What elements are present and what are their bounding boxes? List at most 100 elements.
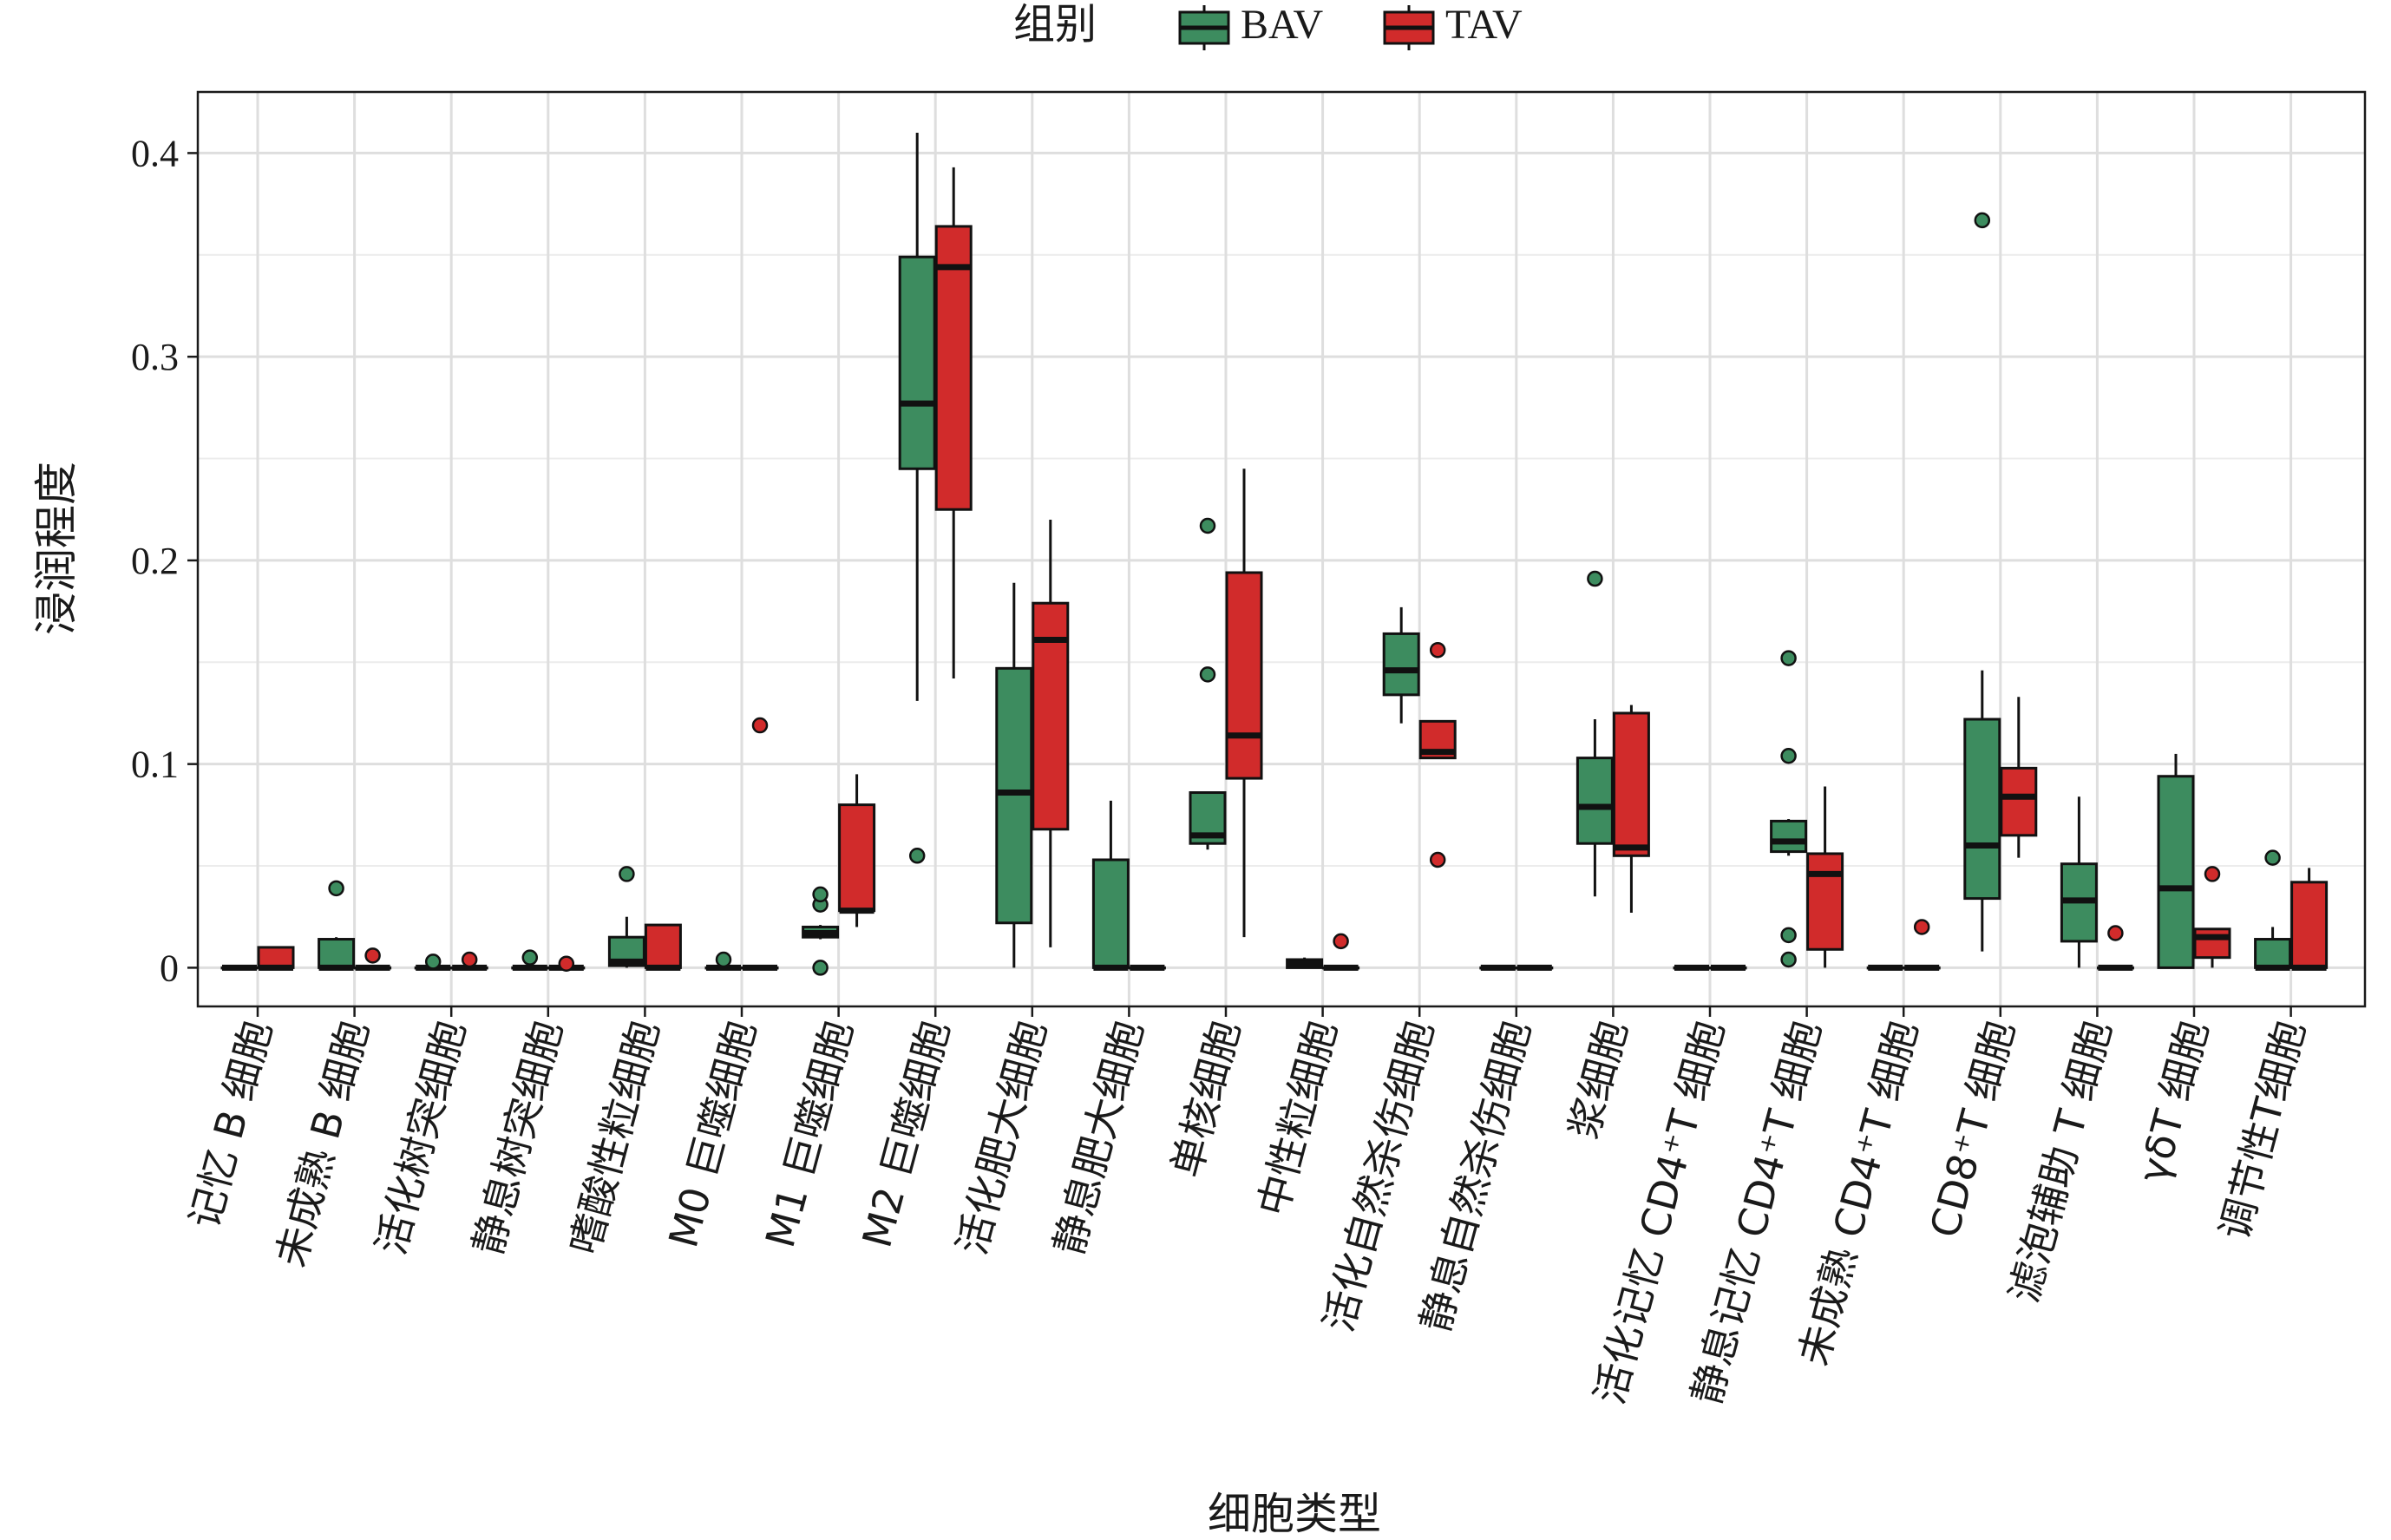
outlier-point <box>461 951 478 968</box>
outlier-point <box>328 880 344 897</box>
x-tick-label: 嗜酸性粒细胞 <box>560 1016 668 1260</box>
grid-layer <box>198 92 2365 1006</box>
box-bav <box>704 951 743 971</box>
box-body <box>2290 881 2329 969</box>
outlier-point <box>1974 212 1991 229</box>
box-tav <box>934 167 973 679</box>
box-bav <box>1673 964 1711 971</box>
outlier-point <box>1780 927 1797 944</box>
x-tick-label: γδT 细胞 <box>2129 1016 2217 1188</box>
outlier-point <box>751 717 769 734</box>
box-tav <box>1612 704 1650 914</box>
plot-panel <box>198 92 2365 1006</box>
y-axis-title: 浸润程度 <box>31 462 82 635</box>
box-body <box>1612 711 1650 857</box>
box-body <box>1225 571 1263 780</box>
x-tick-label: 浆细胞 <box>1560 1016 1636 1144</box>
x-tick-label: 调节性T细胞 <box>2211 1016 2314 1244</box>
outlier-point <box>1780 951 1797 968</box>
box-bav <box>414 953 452 971</box>
x-tick-label: 未成熟 B 细胞 <box>267 1016 377 1272</box>
box-tav <box>1322 933 1360 971</box>
outlier-point <box>1780 650 1797 666</box>
box-body <box>838 803 876 913</box>
legend-label: BAV <box>1241 2 1323 48</box>
box-body <box>1575 757 1614 845</box>
box-body <box>898 255 936 470</box>
outlier-point <box>2264 849 2281 866</box>
outlier-point <box>812 960 829 976</box>
box-body <box>1963 718 2001 901</box>
box-bav <box>2157 753 2195 969</box>
box-bav <box>1866 964 1904 971</box>
box-tav <box>1128 964 1166 971</box>
box-tav <box>354 947 392 971</box>
x-tick-label: 静息肥大细胞 <box>1045 1016 1152 1260</box>
box-bav <box>1770 650 1808 968</box>
outlier-point <box>1333 933 1349 950</box>
box-tav <box>450 951 488 971</box>
box-tav <box>2193 866 2231 968</box>
box-body <box>995 666 1033 925</box>
outlier-point <box>521 949 539 966</box>
box-body <box>2193 927 2231 960</box>
x-tick-label: 记忆 B 细胞 <box>180 1016 281 1233</box>
box-body <box>2000 766 2038 837</box>
box-bav <box>1575 570 1614 897</box>
outlier-point <box>1199 517 1216 534</box>
y-tick-label: 0.3 <box>131 336 179 378</box>
x-tick-label: 单核细胞 <box>1163 1016 1249 1183</box>
box-tav <box>1225 469 1263 938</box>
box-tav <box>1032 519 1070 947</box>
box-tav <box>1418 641 1457 868</box>
outlier-point <box>1780 748 1797 764</box>
box-tav <box>1709 964 1747 971</box>
box-body <box>318 938 356 969</box>
box-tav <box>2000 697 2038 858</box>
box-bav <box>1963 212 2001 952</box>
x-tick-label: M1 巨噬细胞 <box>757 1016 861 1252</box>
box-body <box>1382 632 1420 697</box>
box-bav <box>2254 849 2292 971</box>
y-tick-label: 0 <box>160 947 179 989</box>
legend-title: 组别 <box>1013 0 1097 49</box>
box-bav <box>220 964 259 971</box>
legend-label: TAV <box>1445 2 1523 48</box>
box-bav <box>1286 957 1324 969</box>
box-bav <box>898 132 936 864</box>
box-bav <box>2060 796 2098 968</box>
outlier-point <box>2204 866 2221 882</box>
outlier-point <box>1913 919 1930 935</box>
y-tick-label: 0.2 <box>131 540 179 582</box>
box-tav <box>1903 919 1941 971</box>
box-tav <box>257 946 295 971</box>
x-axis-title: 细胞类型 <box>1208 1489 1381 1539</box>
box-tav <box>1806 786 1844 968</box>
outlier-point <box>1429 641 1446 659</box>
x-tick-label: 活化肥大细胞 <box>948 1016 1056 1260</box>
outlier-point <box>715 951 732 968</box>
box-tav <box>547 955 586 972</box>
legend-items: BAV TAV <box>1178 2 1523 50</box>
y-tick-label: 0.1 <box>131 744 179 786</box>
outlier-point <box>558 955 575 972</box>
panel-border <box>196 90 2367 1008</box>
box-tav <box>2096 925 2134 971</box>
box-body <box>257 946 295 969</box>
outlier-point <box>364 947 381 964</box>
legend-item-tav: TAV <box>1383 2 1523 50</box>
box-tav <box>2290 868 2329 971</box>
box-bav <box>511 949 549 971</box>
x-tick-label: 中性粒细胞 <box>1249 1016 1346 1221</box>
box-bav <box>318 880 356 971</box>
x-tick-label: M0 巨噬细胞 <box>659 1016 764 1252</box>
outlier-point <box>619 866 635 882</box>
box-body <box>1806 852 1844 951</box>
box-bav <box>1479 964 1517 971</box>
y-axis: 0 0.1 0.2 0.3 0.4 <box>131 132 198 989</box>
box-body <box>934 225 973 511</box>
x-tick-label: 活化树突细胞 <box>367 1016 475 1260</box>
